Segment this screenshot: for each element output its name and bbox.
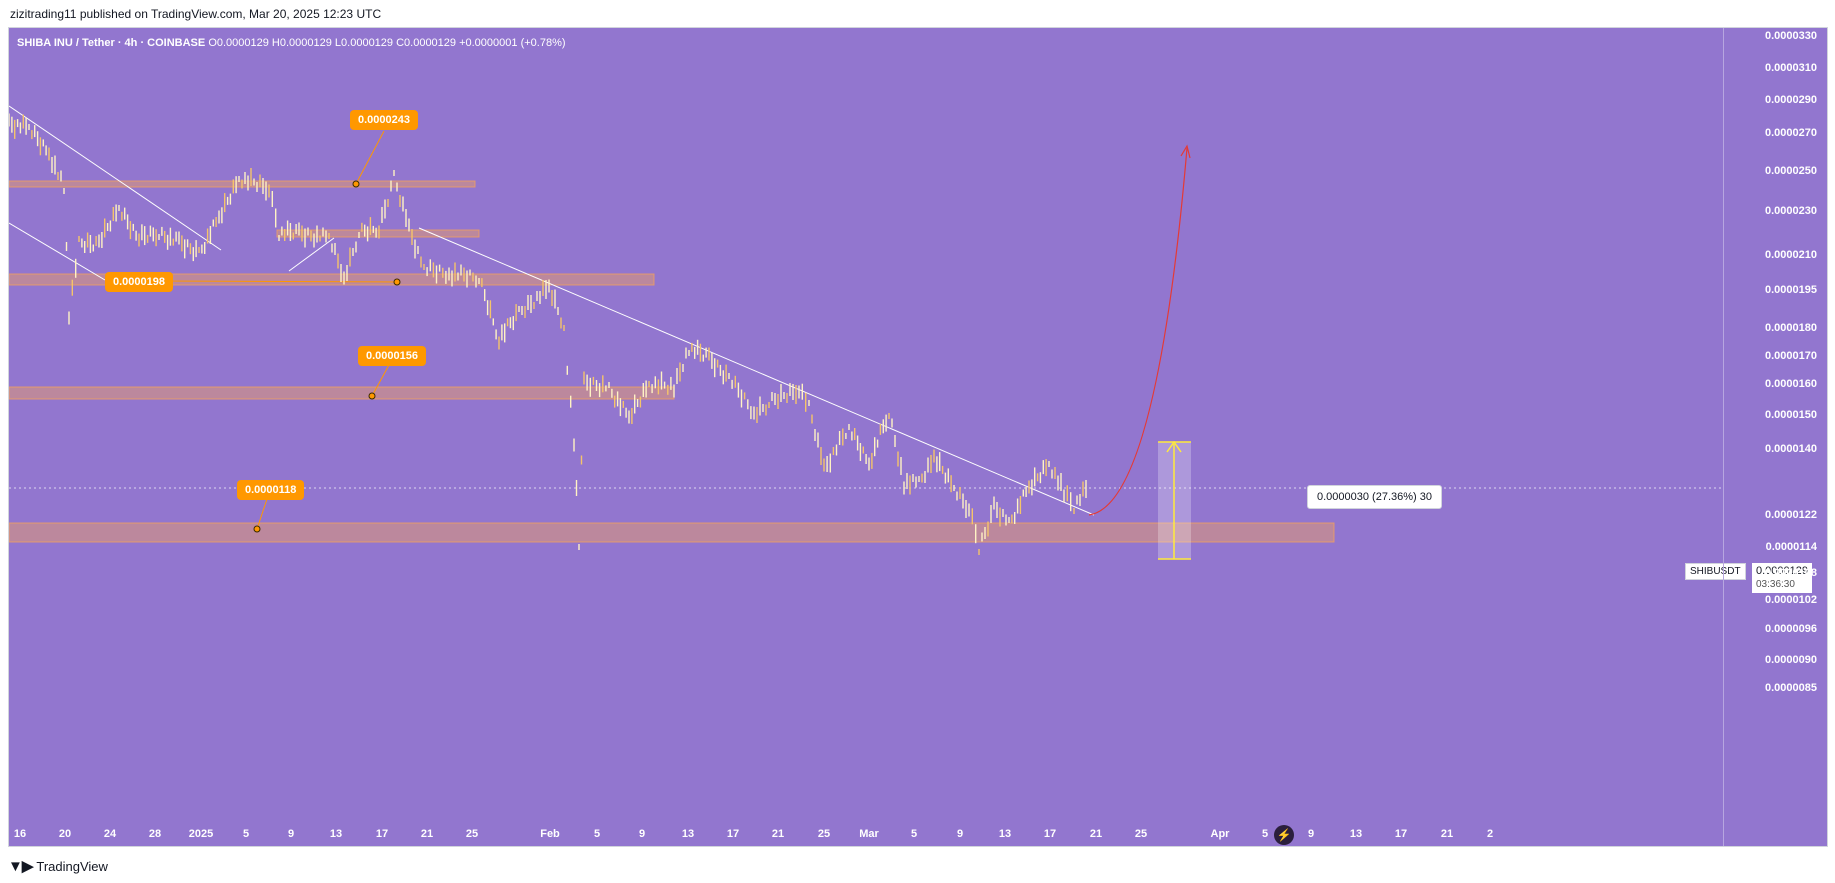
time-tick: 9	[956, 828, 964, 840]
current-price-label: 0.0000129 03:36:30	[1752, 563, 1812, 593]
top-bar: zizitrading11 published on TradingView.c…	[0, 0, 1835, 27]
time-tick: 13	[329, 828, 343, 840]
time-tick: 17	[1394, 828, 1408, 840]
price-tick: 0.0000085	[1765, 682, 1817, 694]
price-tick: 0.0000150	[1765, 409, 1817, 421]
time-tick: 25	[465, 828, 479, 840]
price-tick: 0.0000180	[1765, 322, 1817, 334]
symbol-tag: SHIBUSDT	[1685, 563, 1746, 580]
chart-pane[interactable]: SHIBA INU / Tether · 4h · COINBASE O0.00…	[9, 28, 1746, 846]
time-tick: 5	[910, 828, 918, 840]
level-badge-198[interactable]: 0.0000198	[105, 272, 173, 292]
time-tick: 21	[1089, 828, 1103, 840]
time-tick: 5	[242, 828, 250, 840]
time-tick: 9	[1307, 828, 1315, 840]
price-tick: 0.0000170	[1765, 350, 1817, 362]
footer-brand: TradingView	[36, 858, 108, 874]
anchor-point	[393, 278, 401, 286]
published-info: zizitrading11 published on TradingView.c…	[10, 7, 382, 21]
support-zone	[9, 386, 675, 400]
price-tick: 0.0000160	[1765, 378, 1817, 390]
time-tick: 17	[375, 828, 389, 840]
time-tick: 21	[771, 828, 785, 840]
resistance-zone	[276, 229, 480, 238]
time-tick: 13	[681, 828, 695, 840]
time-tick: 5	[1261, 828, 1269, 840]
level-badge-156[interactable]: 0.0000156	[358, 346, 426, 366]
time-tick: 2	[1486, 828, 1494, 840]
projection-arrow	[1180, 144, 1191, 159]
price-tick: 0.0000114	[1765, 541, 1817, 553]
callout-line	[355, 130, 385, 185]
callout-line	[371, 364, 390, 397]
price-tick: 0.0000102	[1765, 594, 1817, 606]
callout-line	[158, 280, 398, 283]
time-tick: 9	[287, 828, 295, 840]
tradingview-logo-icon: ▼▶	[8, 858, 33, 875]
anchor-point	[352, 180, 360, 188]
callout-line	[256, 498, 268, 530]
legend-symbol: SHIBA INU / Tether · 4h · COINBASE	[17, 37, 206, 49]
price-tick: 0.0000290	[1765, 94, 1817, 106]
support-zone	[9, 273, 655, 286]
time-tick: 17	[1043, 828, 1057, 840]
time-tick: 16	[13, 828, 27, 840]
time-tick: 5	[593, 828, 601, 840]
price-tick: 0.0000195	[1765, 284, 1817, 296]
time-tick: Feb	[540, 828, 560, 840]
projection-curve	[1088, 147, 1188, 516]
chart-frame: SHIBA INU / Tether · 4h · COINBASE O0.00…	[8, 27, 1828, 847]
measure-label[interactable]: 0.0000030 (27.36%) 30	[1307, 485, 1442, 509]
time-tick: 13	[998, 828, 1012, 840]
trend-line	[9, 222, 106, 281]
price-tick: 0.0000310	[1765, 62, 1817, 74]
level-badge-118[interactable]: 0.0000118	[237, 480, 305, 500]
demand-zone	[9, 522, 1335, 543]
price-tick: 0.0000090	[1765, 654, 1817, 666]
price-tick: 0.0000270	[1765, 127, 1817, 139]
lightning-icon[interactable]: ⚡	[1274, 825, 1294, 845]
anchor-point	[368, 392, 376, 400]
bar-countdown: 03:36:30	[1756, 579, 1795, 590]
measure-arrow-head	[1166, 440, 1182, 453]
trend-line	[288, 237, 335, 272]
price-tick: 0.0000250	[1765, 165, 1817, 177]
price-scale[interactable]: 0.0000129 03:36:30 0.0000330 0.0000310 0.0…	[1723, 28, 1827, 846]
price-tick: 0.0000140	[1765, 443, 1817, 455]
time-tick: Mar	[859, 828, 879, 840]
time-tick: Apr	[1210, 828, 1230, 840]
footer: ▼▶ TradingView	[8, 855, 108, 877]
time-tick: 21	[1440, 828, 1454, 840]
chart-legend: SHIBA INU / Tether · 4h · COINBASE O0.00…	[17, 37, 566, 49]
price-tick: 0.0000096	[1765, 623, 1817, 635]
current-price: 0.0000129	[1756, 565, 1808, 577]
time-tick: 20	[58, 828, 72, 840]
time-tick: 28	[148, 828, 162, 840]
legend-ohlc: O0.0000129 H0.0000129 L0.0000129 C0.0000…	[208, 37, 566, 49]
time-tick: 25	[817, 828, 831, 840]
trend-line	[9, 105, 222, 251]
price-chart[interactable]	[9, 28, 1723, 846]
time-tick: 24	[103, 828, 117, 840]
price-tick: 0.0000330	[1765, 30, 1817, 42]
time-tick: 2025	[188, 828, 214, 840]
time-tick: 25	[1134, 828, 1148, 840]
price-tick: 0.0000108	[1765, 567, 1817, 579]
time-tick: 21	[420, 828, 434, 840]
price-tick: 0.0000122	[1765, 509, 1817, 521]
time-tick: 13	[1349, 828, 1363, 840]
time-tick: 17	[726, 828, 740, 840]
anchor-point	[253, 525, 261, 533]
trend-line	[418, 227, 1095, 516]
price-tick: 0.0000230	[1765, 205, 1817, 217]
level-badge-243[interactable]: 0.0000243	[350, 110, 418, 130]
price-tick: 0.0000210	[1765, 249, 1817, 261]
time-tick: 9	[638, 828, 646, 840]
